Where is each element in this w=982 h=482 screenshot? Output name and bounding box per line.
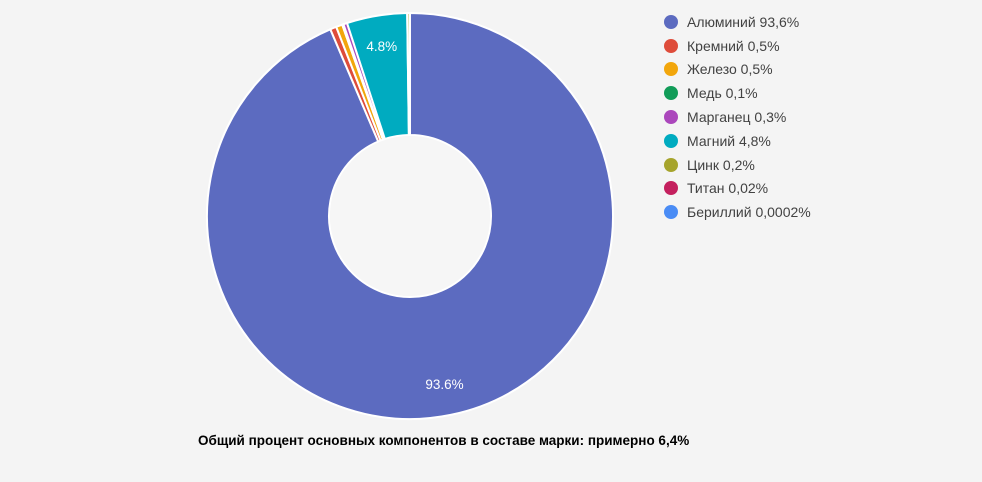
- legend-label: Алюминий 93,6%: [687, 13, 800, 30]
- pie-slice-label-магний: 4.8%: [366, 39, 397, 54]
- legend-color-dot: [664, 38, 678, 53]
- legend-color-dot: [664, 181, 678, 196]
- legend-label: Железо 0,5%: [687, 61, 773, 78]
- legend-color-dot: [664, 14, 678, 29]
- legend-color-dot: [664, 110, 678, 125]
- legend-label: Бериллий 0,0002%: [687, 204, 811, 221]
- legend-item-магний[interactable]: Магний 4,8%: [664, 129, 811, 153]
- legend-item-титан[interactable]: Титан 0,02%: [664, 177, 811, 201]
- legend-label: Цинк 0,2%: [687, 156, 755, 173]
- chart-legend: Алюминий 93,6% Кремний 0,5% Железо 0,5% Мед…: [664, 10, 811, 224]
- legend-item-железо[interactable]: Железо 0,5%: [664, 58, 811, 82]
- legend-label: Магний 4,8%: [687, 132, 771, 149]
- legend-item-цинк[interactable]: Цинк 0,2%: [664, 153, 811, 177]
- legend-color-dot: [664, 86, 678, 101]
- pie-slice-алюминий[interactable]: [206, 11, 615, 420]
- legend-color-dot: [664, 157, 678, 172]
- legend-item-кремний[interactable]: Кремний 0,5%: [664, 34, 811, 58]
- donut-hole: [330, 136, 490, 296]
- legend-label: Кремний 0,5%: [687, 37, 780, 54]
- pie-slice-label-алюминий: 93.6%: [425, 377, 463, 392]
- legend-label: Марганец 0,3%: [687, 109, 787, 126]
- legend-color-dot: [664, 133, 678, 148]
- legend-color-dot: [664, 205, 678, 220]
- legend-label: Титан 0,02%: [687, 180, 769, 197]
- legend-item-алюминий[interactable]: Алюминий 93,6%: [664, 10, 811, 34]
- legend-item-бериллий[interactable]: Бериллий 0,0002%: [664, 200, 811, 224]
- donut-chart: 93.6% 4.8%: [206, 11, 615, 420]
- chart-caption: Общий процент основных компонентов в сос…: [198, 433, 690, 448]
- legend-item-марганец[interactable]: Марганец 0,3%: [664, 105, 811, 129]
- legend-label: Медь 0,1%: [687, 85, 758, 102]
- legend-color-dot: [664, 62, 678, 77]
- legend-item-медь[interactable]: Медь 0,1%: [664, 81, 811, 105]
